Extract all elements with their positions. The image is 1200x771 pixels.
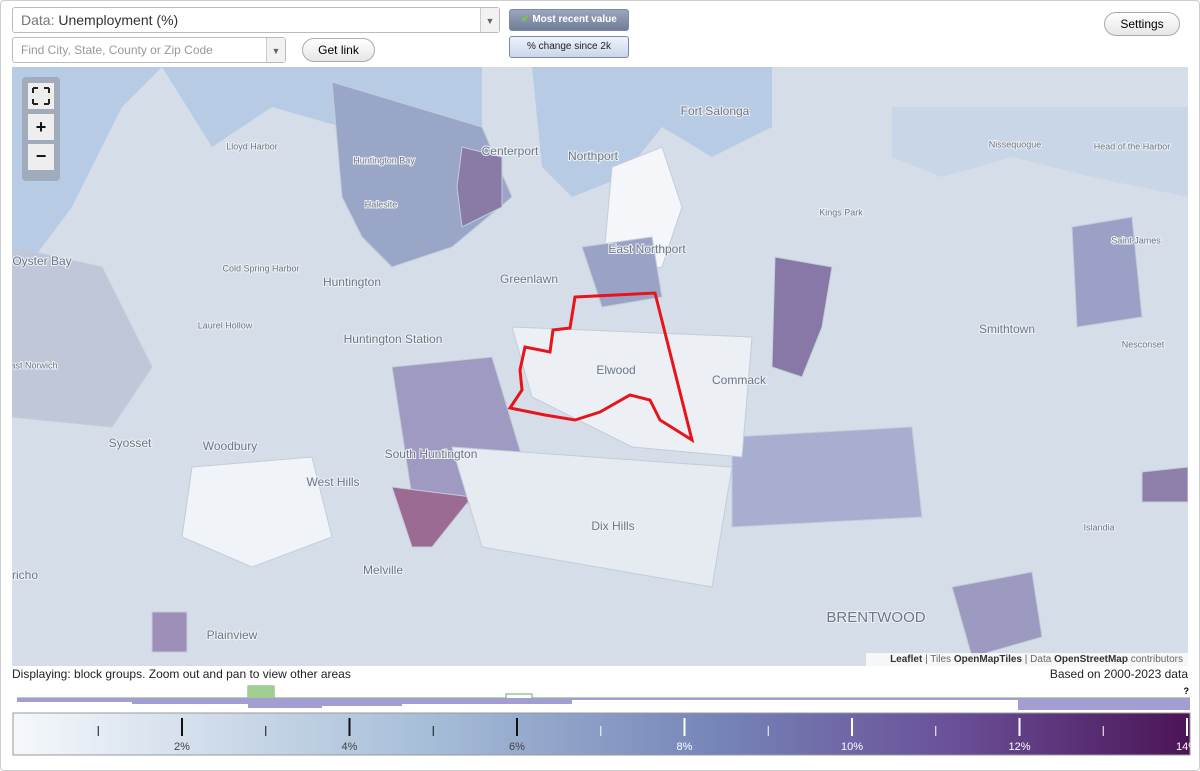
- selected-area-outline: [507, 291, 695, 444]
- legend-tick-label: 8%: [677, 741, 693, 753]
- help-mark[interactable]: ?: [1184, 686, 1190, 696]
- mode-recent-button[interactable]: ✔ Most recent value: [509, 9, 629, 31]
- legend-tick-label: 6%: [509, 741, 525, 753]
- attribution-data-source[interactable]: OpenStreetMap: [1054, 654, 1128, 665]
- place-label: Halesite: [365, 199, 398, 209]
- dropdown-arrow: ▼: [266, 38, 285, 62]
- place-label: Dix Hills: [591, 519, 634, 533]
- place-label: Oyster Bay: [12, 254, 71, 268]
- place-label: Smithtown: [979, 322, 1035, 336]
- get-link-button[interactable]: Get link: [302, 38, 375, 62]
- place-label: Woodbury: [203, 439, 257, 453]
- place-label: richo: [12, 568, 38, 582]
- place-label: Centerport: [482, 144, 539, 158]
- place-label: Saint James: [1111, 235, 1161, 245]
- place-label: Nissequogue: [989, 139, 1042, 149]
- data-range-note: Based on 2000-2023 data: [1049, 667, 1188, 681]
- attribution: Leaflet | Tiles OpenMapTiles | Data Open…: [866, 653, 1188, 666]
- place-label: Huntington: [323, 275, 381, 289]
- place-label: Head of the Harbor: [1094, 141, 1171, 151]
- histogram-highlight: [248, 686, 274, 698]
- legend-tick-label: 4%: [342, 741, 358, 753]
- histogram-outline: [17, 685, 1190, 699]
- legend-tick-label: 14%: [1176, 741, 1191, 753]
- data-select[interactable]: Data: Unemployment (%) ▼: [12, 7, 500, 33]
- fullscreen-icon: [32, 87, 50, 105]
- place-label: Islandia: [1083, 522, 1114, 532]
- place-label: East Northport: [608, 242, 686, 256]
- zoom-control: + −: [22, 77, 60, 181]
- zoom-in-button[interactable]: [28, 114, 54, 140]
- dropdown-arrow: ▼: [480, 8, 499, 32]
- check-icon: ✔: [521, 14, 530, 25]
- search-placeholder: Find City, State, County or Zip Code: [21, 43, 213, 57]
- place-label: Lloyd Harbor: [226, 141, 278, 151]
- mode-recent-label: Most recent value: [532, 14, 617, 25]
- fullscreen-button[interactable]: [28, 83, 54, 109]
- place-label: Melville: [363, 563, 403, 577]
- histogram-strip: ?: [17, 685, 1190, 710]
- settings-button[interactable]: Settings: [1104, 12, 1180, 36]
- place-label: Cold Spring Harbor: [222, 263, 299, 273]
- attribution-data: Data: [1030, 654, 1052, 665]
- legend-tick-label: 10%: [841, 741, 863, 753]
- legend-tick-label: 12%: [1008, 741, 1030, 753]
- place-label: ast Norwich: [12, 360, 58, 370]
- block-groups: [12, 81, 1188, 658]
- place-label: Laurel Hollow: [198, 320, 253, 330]
- place-label: Fort Salonga: [681, 104, 750, 118]
- place-label: Kings Park: [819, 207, 863, 217]
- data-value: Unemployment (%): [58, 12, 179, 28]
- place-label: Plainview: [207, 628, 258, 642]
- place-label: Northport: [568, 149, 619, 163]
- attribution-tiles: Tiles: [930, 654, 952, 665]
- place-label: Syosset: [109, 436, 152, 450]
- place-label: Huntington Bay: [353, 155, 415, 165]
- search-input[interactable]: Find City, State, County or Zip Code ▼: [12, 37, 286, 63]
- place-label: Nesconset: [1122, 339, 1165, 349]
- place-label: Commack: [712, 373, 767, 387]
- mode-change-button[interactable]: % change since 2k: [509, 36, 629, 58]
- map[interactable]: Fort Salonga Lloyd Harbor Huntington Bay Ce…: [12, 67, 1188, 666]
- attribution-tiles-source[interactable]: OpenMapTiles: [953, 654, 1022, 665]
- zoom-out-label: −: [36, 146, 47, 166]
- place-label: BRENTWOOD: [826, 609, 925, 626]
- place-label: Huntington Station: [344, 332, 443, 346]
- place-label: South Huntington: [385, 447, 478, 461]
- legend-colorbar: [12, 712, 1191, 756]
- zoom-in-label: +: [36, 117, 47, 137]
- attribution-contributors: contributors: [1130, 654, 1183, 665]
- displaying-note: Displaying: block groups. Zoom out and p…: [12, 667, 351, 681]
- place-label: Elwood: [596, 363, 635, 377]
- legend: 2% 4% 6% 8% 10% 12% 14%: [12, 712, 1191, 756]
- zoom-out-button[interactable]: [28, 144, 54, 170]
- data-prefix: Data:: [21, 12, 55, 28]
- legend-tick-label: 2%: [174, 741, 190, 753]
- place-label: West Hills: [306, 475, 359, 489]
- histogram-bars: [17, 698, 1190, 710]
- place-label: Greenlawn: [500, 272, 558, 286]
- attribution-leaflet[interactable]: Leaflet: [890, 654, 923, 665]
